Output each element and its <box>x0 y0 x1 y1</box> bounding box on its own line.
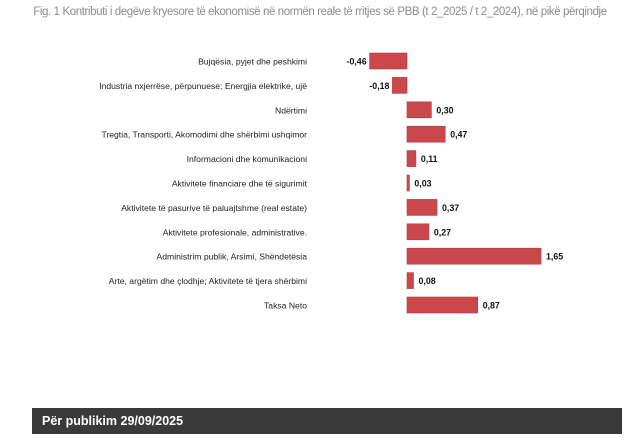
category-label-4: Informacioni dhe komunikacioni <box>187 154 307 164</box>
bar-5 <box>406 174 410 192</box>
data-label-0: -0,46 <box>347 57 367 67</box>
data-label-5: 0,03 <box>414 179 431 189</box>
category-label-7: Aktivitete profesionale, administrative. <box>163 227 307 237</box>
bar-chart: Bujqësia, pyjet dhe peshkimi -0,46 Industr… <box>99 52 563 314</box>
data-label-4: 0,11 <box>421 154 438 164</box>
bar-3 <box>406 125 446 143</box>
bar-8 <box>406 247 542 265</box>
bar-4 <box>406 150 417 167</box>
data-label-9: 0,08 <box>419 276 436 286</box>
bar-10 <box>406 296 478 314</box>
data-label-7: 0,27 <box>434 227 451 237</box>
data-label-8: 1,65 <box>546 252 563 262</box>
bar-9 <box>406 272 414 289</box>
category-label-5: Aktivitete financiare dhe të sigurimit <box>172 179 308 189</box>
bar-7 <box>406 223 430 241</box>
bar-0 <box>369 52 408 70</box>
chart-title: Fig. 1 Kontributi i degëve kryesore të e… <box>33 6 607 18</box>
bar-2 <box>406 101 432 119</box>
bar-1 <box>392 77 408 94</box>
category-label-3: Tregtia, Transporti, Akomodimi dhe shërb… <box>101 130 307 140</box>
category-label-1: Industria nxjerrëse, përpunuese; Energji… <box>99 81 307 91</box>
data-label-2: 0,30 <box>436 105 453 115</box>
data-label-6: 0,37 <box>442 203 459 213</box>
category-label-8: Administrim publik, Arsimi, Shëndetësia <box>157 252 308 262</box>
publication-date-banner: Për publikim 29/09/2025 <box>32 408 622 434</box>
data-label-3: 0,47 <box>450 130 467 140</box>
category-label-0: Bujqësia, pyjet dhe peshkimi <box>198 57 307 67</box>
category-label-10: Taksa Neto <box>264 301 307 311</box>
bars-layer: Bujqësia, pyjet dhe peshkimi -0,46 Industr… <box>99 52 563 314</box>
category-label-9: Arte, argëtim dhe çlodhje; Aktivitete të… <box>109 276 307 286</box>
bar-6 <box>406 199 438 216</box>
category-label-2: Ndërtimi <box>275 105 307 115</box>
data-label-10: 0,87 <box>483 301 500 311</box>
data-label-1: -0,18 <box>369 81 389 91</box>
category-label-6: Aktivitete të pasurive të paluajtshme (r… <box>121 203 307 213</box>
